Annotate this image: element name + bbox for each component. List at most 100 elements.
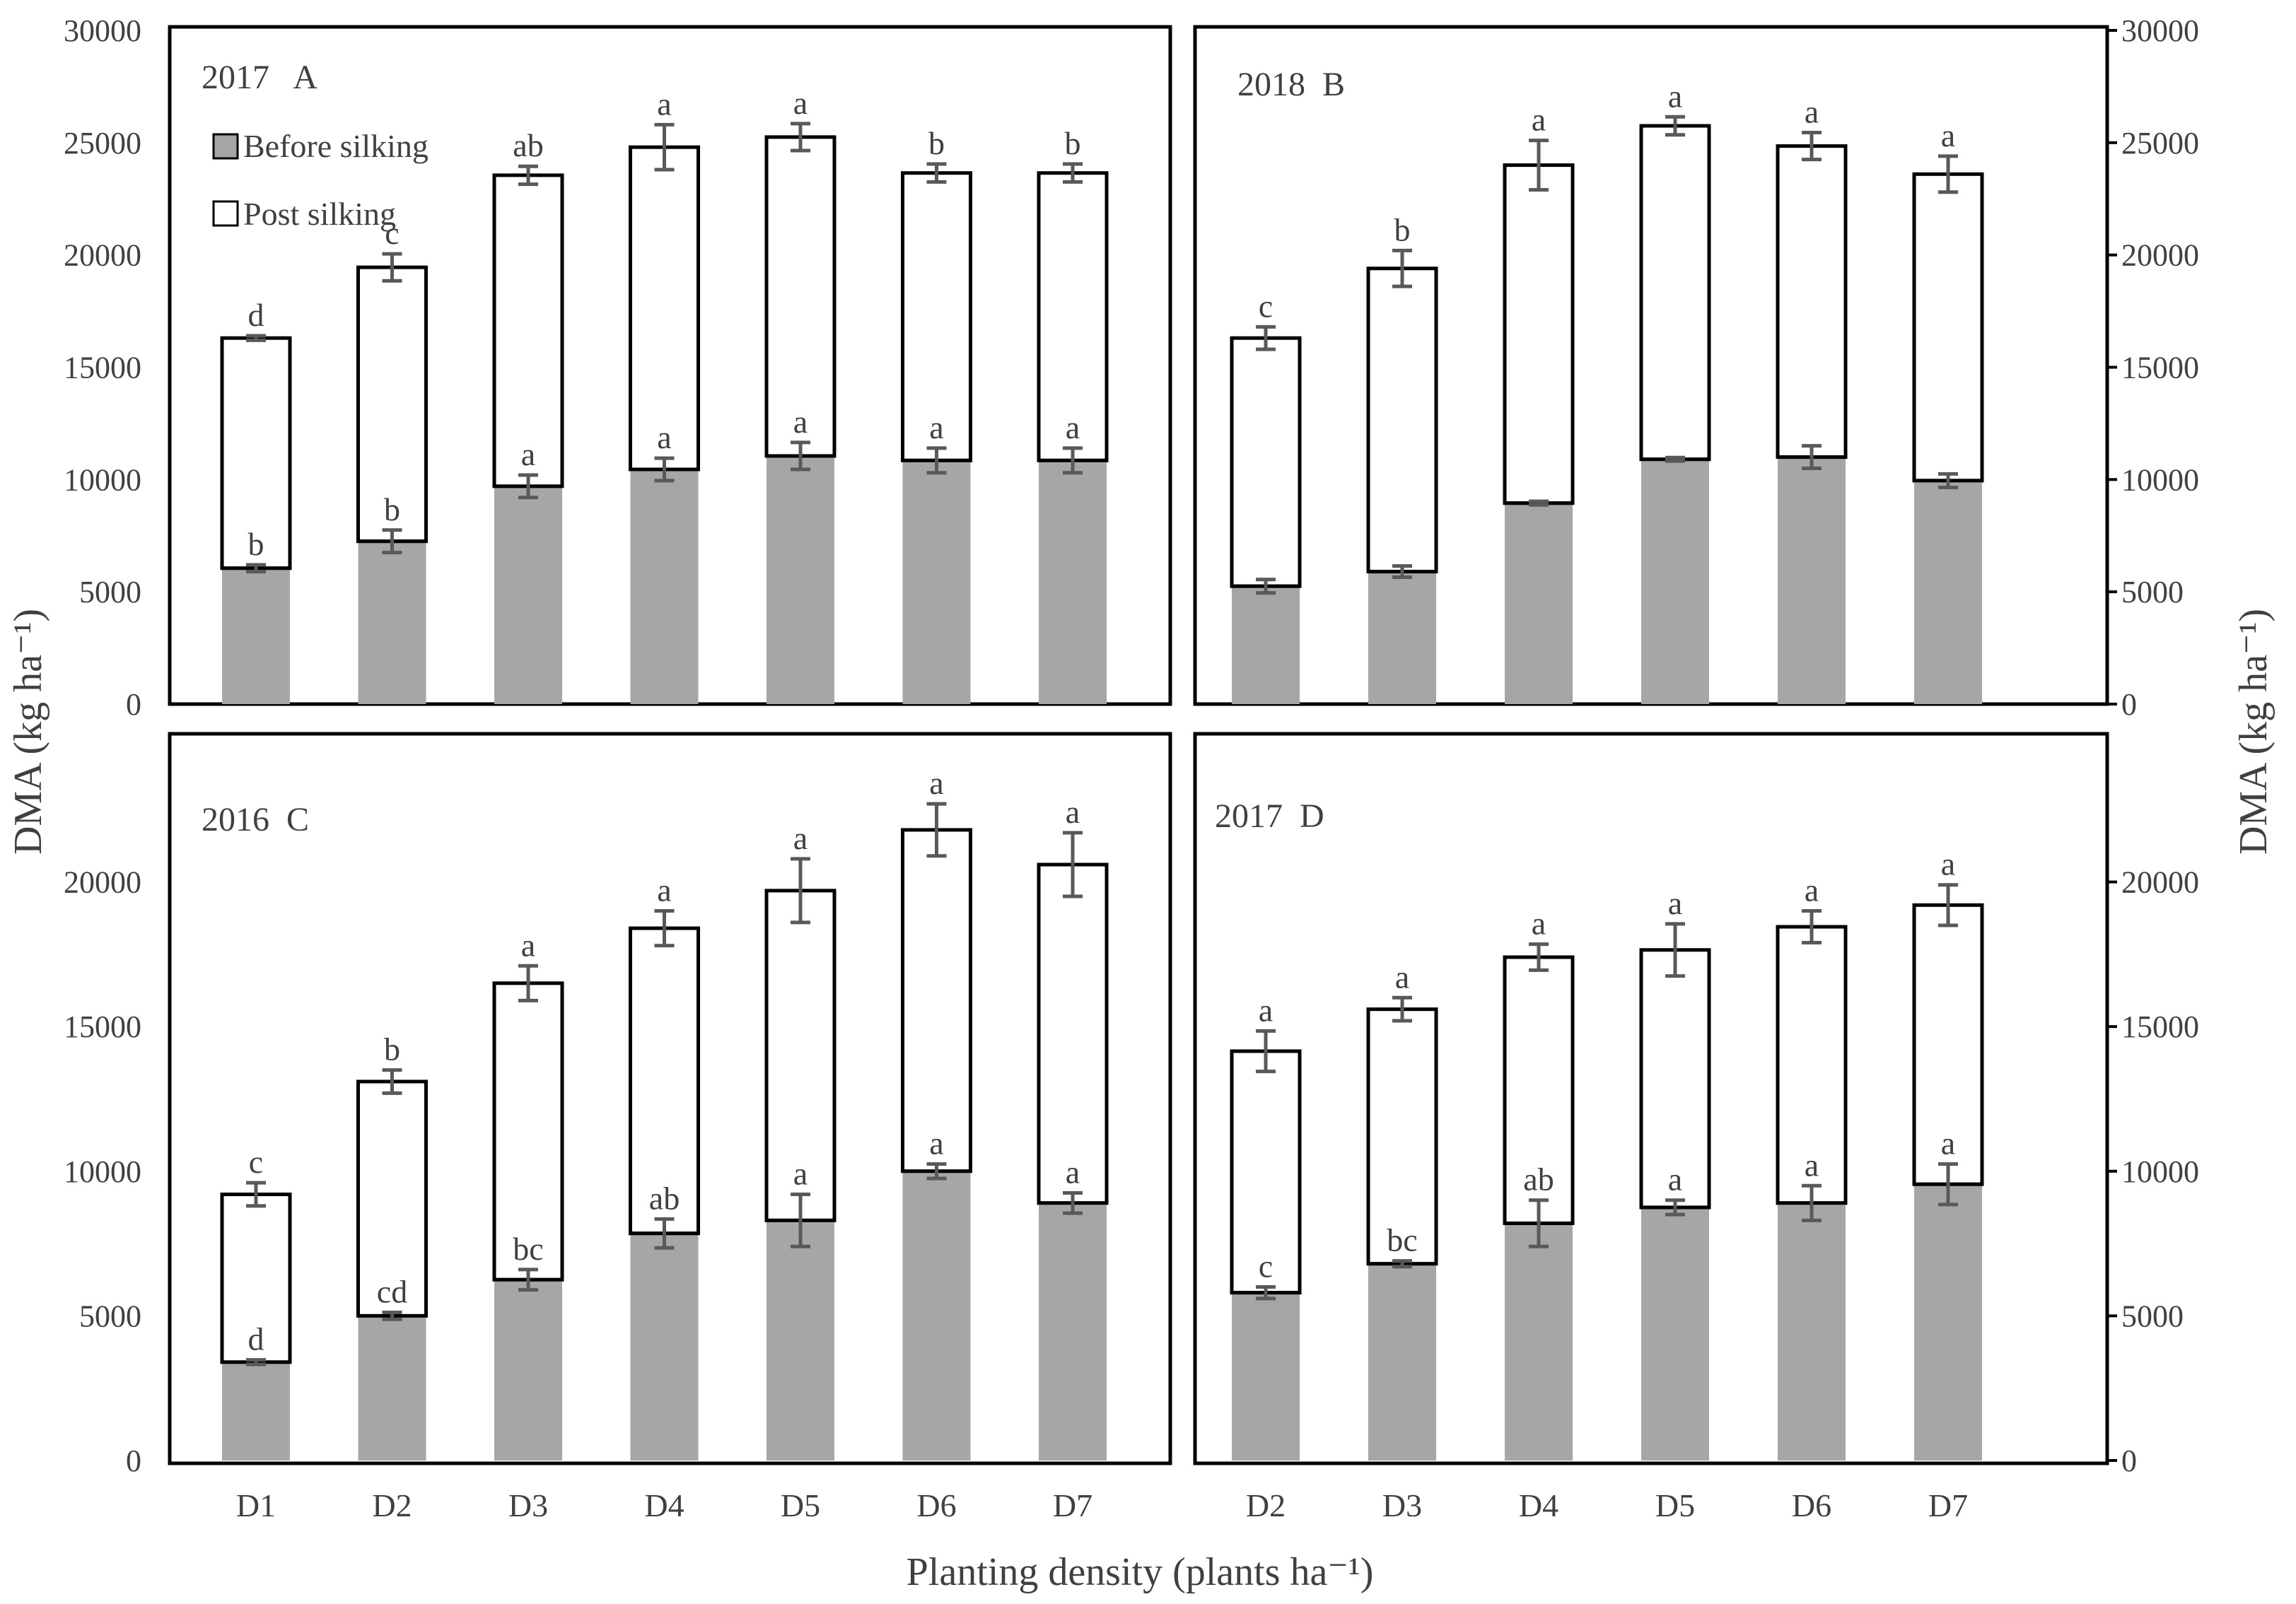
errorbar-post-b-D7 [1938, 154, 1958, 194]
y-tick-b-0: 0 [2121, 687, 2137, 722]
bar-post-b-D2 [1230, 336, 1302, 588]
y-tick-b-5: 25000 [2121, 126, 2199, 160]
y-tick-b-3: 15000 [2121, 351, 2199, 385]
errorbar-before-c-D3 [518, 1268, 538, 1292]
letter-post-b-D5: a [1668, 78, 1682, 114]
y-tick-d-0: 0 [2121, 1444, 2137, 1478]
panel-c: 05000100001500020000cdD1bcdD2abcD3aabD4a… [64, 765, 1109, 1523]
errorbar-before-a-D1 [246, 563, 266, 574]
bar-before-a-D1 [222, 568, 290, 704]
y-tick-d-1: 5000 [2121, 1299, 2184, 1333]
letter-before-c-D3: bc [513, 1231, 543, 1267]
bar-before-c-D5 [767, 1220, 834, 1460]
legend-before-swatch [212, 133, 239, 160]
letter-post-d-D2: a [1259, 992, 1273, 1028]
errorbar-before-a-D3 [518, 473, 538, 500]
errorbar-before-a-D6 [926, 446, 947, 475]
errorbar-before-a-D2 [382, 528, 402, 555]
letter-before-a-D5: a [793, 404, 808, 440]
bar-before-a-D2 [358, 541, 426, 704]
x-tick-c-D3: D3 [508, 1487, 548, 1523]
bar-before-d-D7 [1914, 1184, 1982, 1460]
letter-before-a-D2: b [384, 491, 400, 527]
bar-before-b-D6 [1778, 457, 1846, 704]
panel-d-frame [1193, 732, 2109, 1465]
letter-post-c-D2: b [384, 1031, 400, 1067]
x-tick-c-D4: D4 [644, 1487, 684, 1523]
letter-post-a-D2: c [385, 215, 399, 251]
errorbar-post-c-D5 [791, 857, 810, 925]
y-tick-b-6: 30000 [2121, 13, 2199, 48]
letter-post-d-D3: a [1395, 959, 1409, 995]
bar-post-c-D3 [492, 981, 564, 1282]
letter-post-c-D5: a [793, 820, 808, 856]
y-tick-b-2: 10000 [2121, 462, 2199, 497]
errorbar-before-a-D7 [1063, 446, 1083, 475]
errorbar-before-b-D7 [1938, 472, 1958, 489]
bar-post-a-D1 [220, 336, 292, 570]
bar-before-c-D3 [494, 1280, 562, 1460]
letter-post-a-D5: a [793, 85, 808, 121]
letter-post-c-D7: a [1066, 794, 1080, 830]
errorbar-post-a-D5 [791, 122, 810, 153]
bar-before-b-D4 [1505, 503, 1573, 704]
errorbar-post-d-D3 [1392, 995, 1412, 1023]
errorbar-before-a-D4 [654, 456, 675, 483]
bar-before-d-D5 [1641, 1207, 1709, 1460]
letter-post-a-D6: b [928, 125, 945, 161]
bar-before-c-D4 [630, 1233, 699, 1460]
errorbar-before-d-D4 [1529, 1198, 1549, 1248]
y-axis-label-left: DMA (kg ha⁻¹) [6, 609, 50, 855]
letter-before-a-D6: a [929, 409, 943, 445]
errorbar-post-b-D6 [1802, 131, 1822, 162]
errorbar-post-c-D6 [926, 802, 947, 858]
letter-before-d-D3: bc [1387, 1222, 1417, 1258]
x-tick-d-D7: D7 [1928, 1487, 1968, 1523]
y-tick-a-1: 5000 [79, 575, 141, 609]
letter-post-c-D3: a [521, 927, 535, 963]
y-tick-a-3: 15000 [64, 351, 141, 385]
letter-post-c-D6: a [929, 765, 943, 801]
legend-post-swatch [212, 200, 239, 227]
errorbar-post-c-D2 [382, 1068, 402, 1095]
y-tick-c-0: 0 [126, 1444, 141, 1478]
errorbar-post-a-D4 [654, 122, 675, 172]
letter-post-b-D3: b [1394, 211, 1411, 247]
letter-before-a-D1: b [248, 526, 264, 562]
bar-post-d-D7 [1912, 903, 1984, 1186]
errorbar-post-a-D2 [382, 252, 402, 283]
errorbar-post-b-D2 [1256, 324, 1276, 351]
legend: Before silking Post silking [212, 128, 429, 232]
bar-before-c-D6 [902, 1171, 971, 1460]
letter-before-c-D1: d [248, 1321, 264, 1357]
errorbar-before-d-D6 [1802, 1183, 1822, 1222]
letter-before-a-D7: a [1066, 409, 1080, 445]
errorbar-post-d-D5 [1665, 922, 1685, 978]
errorbar-post-a-D7 [1063, 162, 1083, 184]
y-tick-c-1: 5000 [79, 1299, 141, 1333]
letter-post-a-D7: b [1065, 125, 1081, 161]
bar-before-d-D2 [1232, 1292, 1300, 1460]
y-tick-a-0: 0 [126, 687, 141, 722]
y-tick-c-4: 20000 [64, 865, 141, 900]
letter-post-d-D6: a [1805, 872, 1819, 908]
errorbar-before-c-D2 [382, 1310, 402, 1321]
bar-post-d-D3 [1366, 1007, 1438, 1266]
errorbar-before-b-D4 [1529, 499, 1549, 507]
y-tick-a-4: 20000 [64, 238, 141, 273]
letter-before-c-D5: a [793, 1156, 808, 1192]
errorbar-post-d-D2 [1256, 1029, 1276, 1074]
letter-before-a-D4: a [657, 419, 671, 455]
panel-b-title: 2018 B [1237, 66, 1345, 103]
errorbar-post-d-D6 [1802, 909, 1822, 945]
bar-post-b-D4 [1503, 163, 1575, 505]
letter-post-b-D4: a [1532, 102, 1546, 138]
bar-post-d-D5 [1639, 948, 1711, 1210]
letter-post-a-D1: d [248, 297, 264, 333]
letter-post-b-D2: c [1259, 288, 1273, 324]
letter-before-c-D6: a [929, 1125, 943, 1161]
errorbar-post-c-D3 [518, 964, 538, 1002]
x-tick-d-D3: D3 [1382, 1487, 1422, 1523]
letter-before-d-D7: a [1941, 1125, 1955, 1161]
bar-before-c-D2 [358, 1316, 426, 1460]
